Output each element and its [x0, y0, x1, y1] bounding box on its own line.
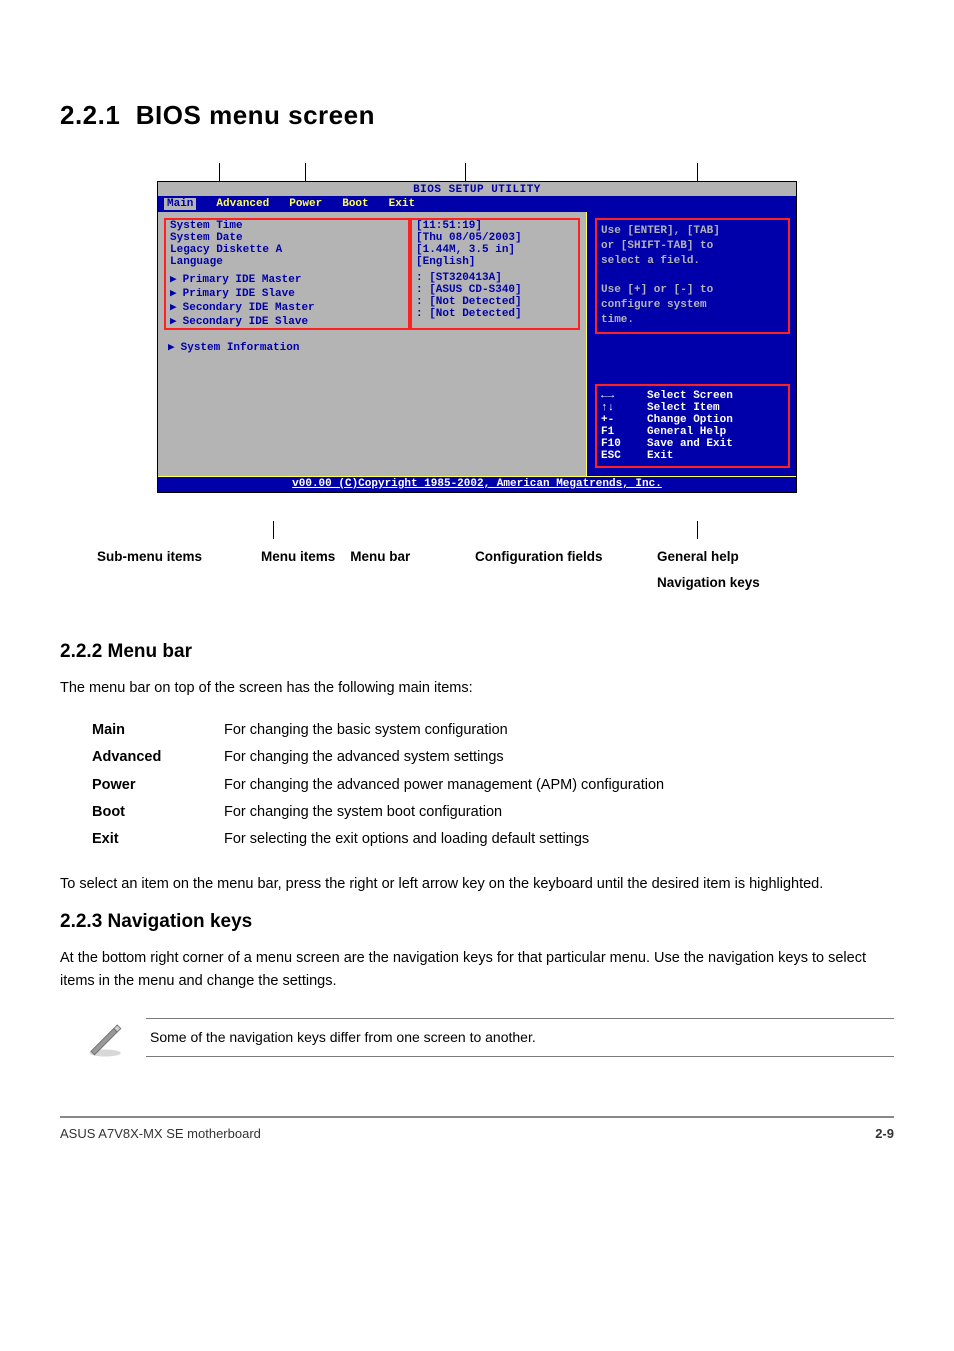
bios-tab-main[interactable]: Main: [164, 198, 196, 210]
menubar-name-boot: Boot: [92, 800, 222, 825]
bios-help-text: Use [ENTER], [TAB] or [SHIFT-TAB] to sel…: [601, 224, 784, 328]
bios-title: BIOS SETUP UTILITY: [158, 182, 796, 196]
table-row: ExitFor selecting the exit options and l…: [92, 827, 664, 852]
table-row: MainFor changing the basic system config…: [92, 718, 664, 743]
navkey-desc-1: Select Item: [647, 402, 720, 414]
pen-icon: [84, 1018, 126, 1060]
bios-label-system-date: System Date: [170, 232, 390, 244]
bios-tab-exit[interactable]: Exit: [389, 198, 415, 210]
menubar-name-power: Power: [92, 773, 222, 798]
menubar-outro: To select an item on the menu bar, press…: [60, 873, 894, 895]
navkey-f10: F10: [601, 438, 647, 450]
bios-val-system-time[interactable]: [11:51:19]: [416, 220, 482, 232]
navkey-desc-5: Exit: [647, 450, 673, 462]
navkey-desc-4: Save and Exit: [647, 438, 733, 450]
bios-left-pane: System Time System Date Legacy Diskette …: [158, 212, 586, 476]
navkey-f1: F1: [601, 426, 647, 438]
callout-grid: Sub-menu items Menu items Menu bar Confi…: [97, 547, 857, 596]
bios-val-pis: : [ASUS CD-S340]: [416, 284, 522, 296]
footer-left: ASUS A7V8X-MX SE motherboard: [60, 1126, 261, 1141]
bios-val-language[interactable]: [English]: [416, 256, 475, 268]
table-row: AdvancedFor changing the advanced system…: [92, 745, 664, 770]
bios-val-pim: : [ST320413A]: [416, 272, 502, 284]
page-section-title: 2.2.1 BIOS menu screen: [60, 100, 894, 131]
bios-right-pane: Use [ENTER], [TAB] or [SHIFT-TAB] to sel…: [586, 212, 796, 476]
navkey-plusminus: +-: [601, 414, 647, 426]
bios-val-sim: : [Not Detected]: [416, 296, 522, 308]
page-footer: ASUS A7V8X-MX SE motherboard 2-9: [60, 1116, 894, 1141]
footer-right: 2-9: [875, 1126, 894, 1141]
menubar-table: MainFor changing the basic system config…: [90, 716, 666, 855]
callout-ticks-top: [157, 163, 797, 181]
bios-sub-primary-ide-slave: ▶Primary IDE Slave: [170, 286, 390, 300]
bios-tab-power[interactable]: Power: [289, 198, 322, 210]
bios-menu-items-box: System Time System Date Legacy Diskette …: [164, 218, 410, 330]
bios-navkeys-box: ←→Select Screen ↑↓Select Item +-Change O…: [595, 384, 790, 468]
callout-ticks-bottom: [157, 521, 797, 539]
bios-val-system-date[interactable]: [Thu 08/05/2003]: [416, 232, 522, 244]
callout-config-fields: Configuration fields: [475, 547, 633, 596]
bios-general-help-box: Use [ENTER], [TAB] or [SHIFT-TAB] to sel…: [595, 218, 790, 334]
bios-label-legacy-diskette: Legacy Diskette A: [170, 244, 390, 256]
menubar-desc-boot: For changing the system boot configurati…: [224, 800, 664, 825]
callout-menu-items: Menu items Menu bar: [261, 547, 451, 596]
menubar-name-exit: Exit: [92, 827, 222, 852]
bios-val-sis: : [Not Detected]: [416, 308, 522, 320]
table-row: PowerFor changing the advanced power man…: [92, 773, 664, 798]
bios-config-fields-box: [11:51:19] [Thu 08/05/2003] [1.44M, 3.5 …: [410, 218, 580, 330]
callout-help-nav: General help Navigation keys: [657, 547, 857, 596]
menubar-desc-power: For changing the advanced power manageme…: [224, 773, 664, 798]
bios-tab-boot[interactable]: Boot: [342, 198, 368, 210]
menubar-intro: The menu bar on top of the screen has th…: [60, 677, 894, 699]
note-text: Some of the navigation keys differ from …: [146, 1019, 894, 1056]
navkey-desc-3: General Help: [647, 426, 726, 438]
navkey-arrows-ud: ↑↓: [601, 402, 647, 414]
bios-label-system-time: System Time: [170, 220, 390, 232]
menubar-desc-main: For changing the basic system configurat…: [224, 718, 664, 743]
bios-val-legacy-diskette[interactable]: [1.44M, 3.5 in]: [416, 244, 515, 256]
menubar-name-main: Main: [92, 718, 222, 743]
bios-sub-secondary-ide-slave: ▶Secondary IDE Slave: [170, 314, 390, 328]
menubar-name-advanced: Advanced: [92, 745, 222, 770]
bios-sub-primary-ide-master: ▶Primary IDE Master: [170, 272, 390, 286]
table-row: BootFor changing the system boot configu…: [92, 800, 664, 825]
bios-copyright: v00.00 (C)Copyright 1985-2002, American …: [158, 476, 796, 492]
bios-menubar: Main Advanced Power Boot Exit: [158, 196, 796, 212]
bios-system-information[interactable]: ▶System Information: [164, 332, 580, 354]
navkey-esc: ESC: [601, 450, 647, 462]
bios-screenshot: BIOS SETUP UTILITY Main Advanced Power B…: [157, 181, 797, 493]
callout-submenu: Sub-menu items: [97, 547, 237, 596]
navkey-desc-2: Change Option: [647, 414, 733, 426]
bios-sub-secondary-ide-master: ▶Secondary IDE Master: [170, 300, 390, 314]
navkeys-para: At the bottom right corner of a menu scr…: [60, 947, 894, 992]
heading-navkeys: 2.2.3 Navigation keys: [60, 911, 894, 933]
bios-tab-advanced[interactable]: Advanced: [216, 198, 269, 210]
bios-label-language: Language: [170, 256, 390, 268]
menubar-desc-exit: For selecting the exit options and loadi…: [224, 827, 664, 852]
heading-menubar: 2.2.2 Menu bar: [60, 641, 894, 663]
menubar-desc-advanced: For changing the advanced system setting…: [224, 745, 664, 770]
navkey-desc-0: Select Screen: [647, 390, 733, 402]
note-block: Some of the navigation keys differ from …: [84, 1018, 894, 1060]
navkey-arrows-lr: ←→: [601, 390, 647, 402]
